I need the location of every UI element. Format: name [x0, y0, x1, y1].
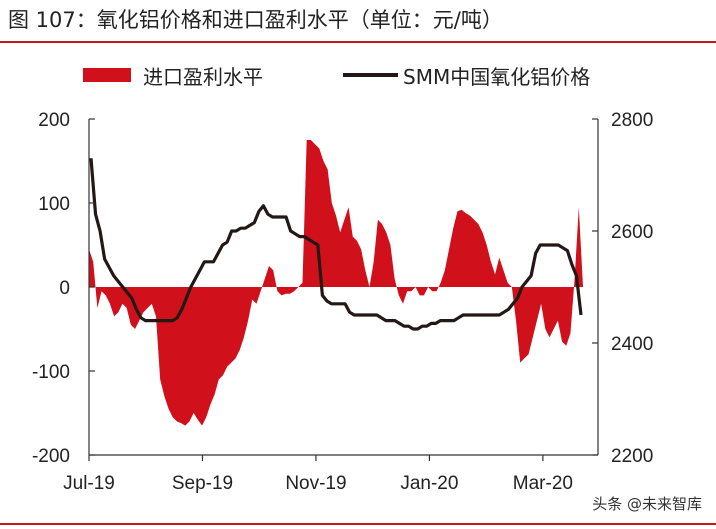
- legend-label-import-profit: 进口盈利水平: [143, 65, 263, 89]
- left-tick-label: 200: [38, 110, 70, 131]
- legend-label-alumina-price: SMM中国氧化铝价格: [403, 65, 590, 89]
- x-tick-label: Jan-20: [400, 473, 458, 494]
- x-tick-label: Jul-19: [63, 473, 115, 494]
- x-tick-label: Mar-20: [513, 473, 573, 494]
- line-series-alumina-price: [89, 158, 583, 331]
- right-tick-label: 2400: [611, 334, 653, 355]
- x-axis-ticks: Jul-19 Sep-19 Nov-19 Jan-20 Mar-20: [63, 455, 573, 494]
- left-tick-label: -200: [32, 446, 70, 467]
- left-tick-label: -100: [32, 362, 70, 383]
- area-series-import-profit: [89, 140, 583, 426]
- left-tick-label: 0: [59, 278, 70, 299]
- right-tick-label: 2200: [611, 446, 653, 467]
- right-axis-ticks: 2800 2600 2400 2200: [592, 110, 653, 467]
- title-divider: [0, 41, 716, 43]
- right-tick-label: 2600: [611, 222, 653, 243]
- x-tick-label: Nov-19: [285, 473, 346, 494]
- bottom-divider: [0, 523, 716, 525]
- right-tick-label: 2800: [611, 110, 653, 131]
- left-tick-label: 100: [38, 194, 70, 215]
- left-axis-ticks: 200 100 0 -100 -200: [32, 110, 95, 467]
- area-fill: [89, 140, 583, 426]
- price-line: [89, 158, 583, 331]
- legend-area-swatch: [83, 68, 131, 82]
- x-tick-label: Sep-19: [172, 473, 233, 494]
- chart-title: 图 107：氧化铝价格和进口盈利水平（单位：元/吨）: [8, 8, 503, 32]
- watermark: 头条 @未来智库: [592, 495, 702, 513]
